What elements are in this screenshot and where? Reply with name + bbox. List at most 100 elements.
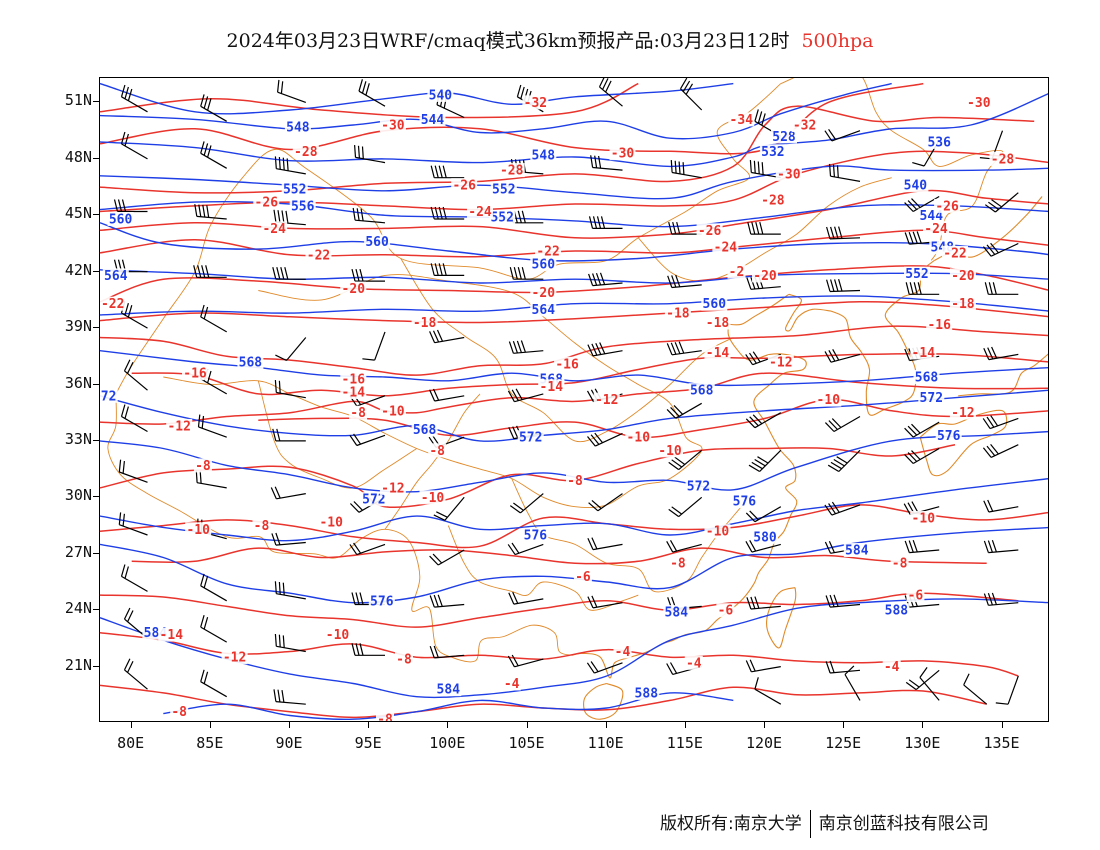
svg-text:-18: -18 [413,316,437,331]
latitude-tick-label: 27N [64,542,92,561]
longitude-tick-label: 135E [983,734,1020,752]
temperature-label: -8 [668,556,687,572]
wind-barb [509,267,544,280]
temperature-label: -12 [379,480,406,496]
temperature-label: -12 [593,392,620,408]
wind-barb [430,165,465,179]
wind-barb [904,540,940,554]
svg-text:-26: -26 [452,179,476,194]
longitude-tick-mark [447,722,449,728]
svg-text:-22: -22 [307,248,330,263]
svg-text:-8: -8 [396,653,412,668]
svg-text:-14: -14 [912,346,936,361]
svg-text:-4: -4 [504,677,520,692]
temperature-label: -24 [712,240,739,256]
wind-barb [429,645,465,659]
wind-barb [679,78,703,111]
temperature-label: -20 [530,285,557,301]
svg-text:584: 584 [665,606,689,621]
svg-text:-28: -28 [991,152,1015,167]
temperature-label: -4 [502,676,521,692]
temperature-label: -8 [349,405,368,421]
temperature-label: -12 [166,418,193,434]
wind-barb [123,658,148,690]
svg-text:-8: -8 [171,705,187,720]
svg-text:552: 552 [905,267,928,282]
wind-barb [277,79,307,103]
wind-barb [271,532,306,546]
svg-text:-8: -8 [429,444,445,459]
svg-text:560: 560 [109,213,133,228]
latitude-tick-label: 21N [64,655,92,674]
wind-barb [509,210,544,224]
svg-text:-30: -30 [967,96,991,111]
map-canvas: 540 544 548 552 556 560 560 564 560 564 568 572 568 5… [100,78,1048,721]
temperature-label: -6 [716,603,735,619]
temperature-label: -20 [752,268,778,284]
wind-barb [745,540,781,553]
temperature-isotherm [100,301,1048,324]
wind-barb [963,673,988,705]
svg-text:548: 548 [286,120,310,135]
temperature-label: -18 [704,315,731,331]
wind-barb [590,155,623,171]
latitude-tick-mark [93,609,99,611]
wind-barb [430,206,465,220]
temperature-label: -10 [657,443,683,459]
geopotential-label: 560 [107,212,134,228]
wind-barb [824,128,861,142]
geopotential-label: 560 [701,296,728,312]
temperature-label: -12 [767,355,794,371]
svg-text:560: 560 [365,235,389,250]
temperature-label: -8 [428,443,447,459]
contour-label-layer: 540 544 548 552 556 560 560 564 560 564 568 572 568 5… [100,87,1016,721]
wind-barb [983,540,1019,554]
wind-barb [748,449,782,473]
wind-barb [587,342,623,357]
svg-text:-6: -6 [575,570,591,585]
wind-barb [507,542,544,556]
wind-barb [358,79,386,107]
wind-barb [272,428,306,442]
temperature-label: -28 [989,151,1016,167]
longitude-tick-mark [922,722,924,728]
geopotential-label: 584 [435,682,462,698]
wind-barb [118,512,148,536]
svg-text:-26: -26 [255,196,279,211]
longitude-tick-label: 85E [196,734,224,752]
svg-text:-12: -12 [951,406,974,421]
wind-barb [824,501,861,516]
svg-text:572: 572 [920,391,943,406]
wind-barb [274,380,306,399]
wind-barb [587,537,623,551]
svg-text:572: 572 [100,389,116,404]
temperature-label: -6 [573,569,592,585]
wind-barb [274,156,306,175]
wind-barb [824,349,861,363]
coastline [583,682,624,720]
latitude-tick-mark [93,665,99,667]
wind-barb [118,459,148,483]
wind-barb [983,592,1019,606]
latitude-tick-mark [93,439,99,441]
temperature-label: -14 [910,345,937,361]
wind-barb [272,267,306,280]
temperature-isotherm [100,372,1048,425]
temperature-label: -14 [538,379,565,395]
wind-barb [747,221,781,235]
svg-text:-2: -2 [729,265,745,280]
svg-text:572: 572 [362,493,385,508]
svg-text:572: 572 [687,480,710,495]
svg-text:576: 576 [733,495,757,510]
border-line [447,525,639,611]
geopotential-isoline [100,269,1048,284]
geopotential-label: 576 [935,428,962,444]
svg-text:-4: -4 [884,660,900,675]
wind-barb [362,331,386,361]
latitude-tick-mark [93,157,99,159]
wind-barb [982,444,1019,458]
coastline [958,353,1048,397]
temperature-label: -26 [934,198,961,214]
temperature-label: -28 [498,163,525,179]
wind-barb [273,689,306,705]
